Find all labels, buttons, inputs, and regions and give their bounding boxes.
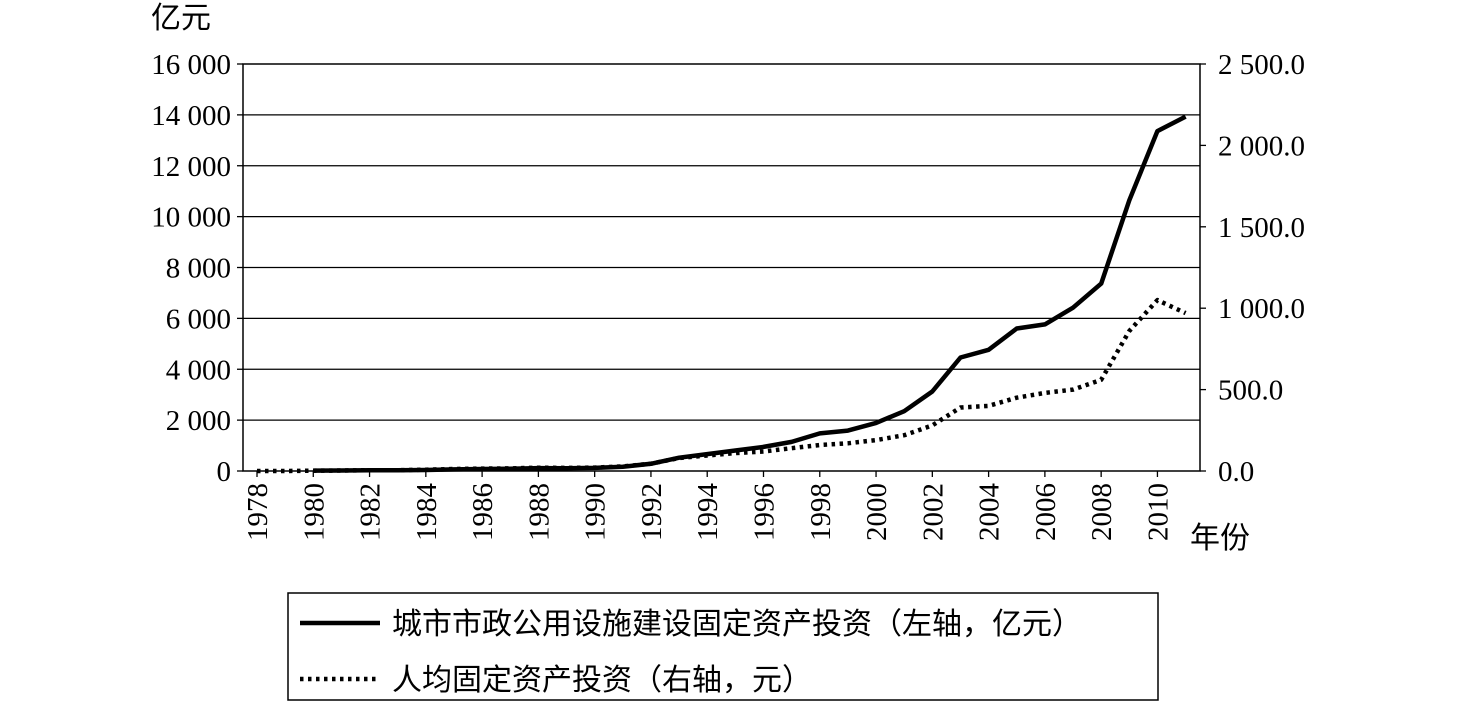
legend: 城市市政公用设施建设固定资产投资（左轴，亿元） 人均固定资产投资（右轴，元）: [287, 592, 1159, 701]
left-tick-label: 6 000: [166, 303, 231, 335]
left-tick-label: 10 000: [151, 202, 231, 234]
left-tick-label: 8 000: [166, 253, 231, 285]
left-tick-label: 0: [217, 456, 232, 488]
left-tick-label: 16 000: [151, 49, 231, 81]
x-tick-label: 1988: [523, 483, 555, 541]
right-tick-label: 1 500.0: [1218, 212, 1305, 244]
legend-label-investment: 城市市政公用设施建设固定资产投资（左轴，亿元）: [392, 608, 1082, 641]
x-axis-title: 年份: [1190, 522, 1250, 555]
legend-label-per-capita: 人均固定资产投资（右轴，元）: [392, 664, 812, 697]
right-tick-label: 0.0: [1218, 456, 1254, 488]
x-tick-label: 1992: [636, 483, 668, 541]
series-line-per-capita: [257, 297, 1187, 474]
series-layer: [257, 114, 1187, 474]
x-tick-label: 1990: [580, 483, 612, 541]
left-tick-label: 2 000: [166, 405, 231, 437]
grid-lines: [243, 114, 1200, 421]
right-tick-label: 1 000.0: [1218, 293, 1305, 325]
x-tick-label: 2002: [917, 483, 949, 541]
x-tick-label: 1998: [805, 483, 837, 541]
x-tick-label: 1980: [298, 483, 330, 541]
left-tick-label: 12 000: [151, 151, 231, 183]
right-axis: 0.0 500.0 1 000.0 1 500.0 2 000.0 2 500.0: [1200, 49, 1305, 488]
x-tick-label: 2008: [1086, 483, 1118, 541]
left-axis-unit-label: 亿元: [151, 2, 211, 35]
left-tick-label: 14 000: [151, 100, 231, 132]
right-tick-label: 2 500.0: [1218, 49, 1305, 81]
x-tick-label: 1996: [748, 483, 780, 541]
series-line-investment: [313, 114, 1187, 473]
x-tick-label: 2010: [1142, 483, 1174, 541]
x-tick-label: 1978: [242, 483, 274, 541]
x-tick-label: 1982: [355, 483, 387, 541]
left-axis: 0 2 000 4 000 6 000 8 000 10 000 12 000 14 000 1…: [151, 49, 243, 488]
x-axis: 1978 1980 1982 1984 1986 1988 1990 1992 1994 1996…: [242, 471, 1174, 541]
x-tick-label: 1986: [467, 483, 499, 541]
left-tick-label: 4 000: [166, 354, 231, 386]
legend-box: [287, 592, 1159, 701]
x-tick-label: 1994: [692, 483, 724, 542]
x-tick-label: 2006: [1030, 483, 1062, 541]
x-tick-label: 1984: [411, 483, 443, 542]
right-tick-label: 2 000.0: [1218, 130, 1305, 162]
x-tick-label: 2000: [861, 483, 893, 541]
x-tick-label: 2004: [974, 483, 1006, 542]
right-tick-label: 500.0: [1218, 375, 1283, 407]
